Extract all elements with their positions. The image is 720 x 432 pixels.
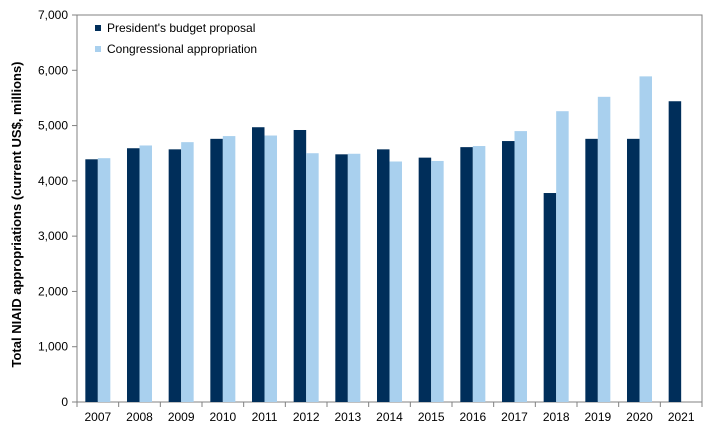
- bar-congressional-appropriation: [597, 96, 611, 402]
- x-tick-label: 2010: [209, 410, 236, 424]
- bar-budget-proposal: [168, 149, 182, 402]
- bar-budget-proposal: [502, 141, 515, 402]
- x-tick-label: 2008: [126, 410, 153, 424]
- x-tick-label: 2015: [418, 410, 445, 424]
- y-tick-label: 4,000: [38, 174, 68, 188]
- bar-budget-proposal: [210, 138, 223, 402]
- x-tick-label: 2007: [84, 410, 111, 424]
- bar-budget-proposal: [377, 149, 390, 402]
- x-tick-label: 2011: [252, 410, 278, 424]
- x-tick-label: 2019: [584, 410, 611, 424]
- y-tick-label: 0: [61, 395, 68, 409]
- bar-budget-proposal: [252, 127, 265, 402]
- bar-congressional-appropriation: [222, 136, 236, 402]
- y-tick-label: 5,000: [38, 119, 68, 133]
- x-tick-label: 2014: [376, 410, 403, 424]
- bar-budget-proposal: [585, 138, 598, 402]
- y-tick-label: 3,000: [38, 229, 68, 243]
- x-tick-label: 2020: [626, 410, 653, 424]
- x-tick-label: 2021: [668, 410, 695, 424]
- bar-budget-proposal: [668, 101, 682, 402]
- x-tick-label: 2016: [459, 410, 486, 424]
- y-tick-label: 6,000: [38, 63, 68, 77]
- bar-budget-proposal: [543, 193, 557, 402]
- bar-congressional-appropriation: [347, 153, 361, 402]
- legend-label: Congressional appropriation: [107, 42, 257, 56]
- bar-budget-proposal: [460, 147, 473, 402]
- bar-congressional-appropriation: [97, 158, 111, 402]
- bar-budget-proposal: [335, 154, 348, 402]
- legend-label: President's budget proposal: [107, 21, 255, 35]
- bar-budget-proposal: [627, 138, 640, 402]
- x-tick-label: 2017: [501, 410, 528, 424]
- legend-swatch: [95, 46, 101, 52]
- x-tick-label: 2009: [168, 410, 195, 424]
- bar-congressional-appropriation: [472, 146, 486, 402]
- y-tick-label: 1,000: [38, 340, 68, 354]
- bar-budget-proposal: [418, 157, 432, 402]
- bar-congressional-appropriation: [389, 161, 402, 402]
- x-tick-label: 2012: [293, 410, 320, 424]
- legend-swatch: [95, 25, 101, 31]
- bar-congressional-appropriation: [306, 153, 319, 402]
- bars: [85, 76, 682, 403]
- bar-congressional-appropriation: [181, 142, 194, 402]
- bar-congressional-appropriation: [514, 131, 527, 402]
- bar-congressional-appropriation: [264, 135, 277, 402]
- bar-budget-proposal: [293, 129, 307, 402]
- y-tick-label: 7,000: [38, 8, 68, 22]
- bar-budget-proposal: [127, 148, 140, 402]
- bar-congressional-appropriation: [139, 145, 152, 402]
- y-axis-label: Total NIAID appropriations (current US$,…: [9, 61, 24, 367]
- x-tick-label: 2018: [543, 410, 570, 424]
- bar-congressional-appropriation: [556, 111, 569, 402]
- bar-congressional-appropriation: [639, 76, 652, 403]
- legend: President's budget proposal Congressional…: [95, 21, 257, 56]
- x-axis: 2007 2008 2009 2010 2011 2012 2013 2014 2015 2016…: [76, 402, 703, 424]
- bar-congressional-appropriation: [431, 160, 444, 402]
- y-tick-label: 2,000: [38, 284, 68, 298]
- bar-budget-proposal: [85, 159, 98, 402]
- x-tick-label: 2013: [334, 410, 361, 424]
